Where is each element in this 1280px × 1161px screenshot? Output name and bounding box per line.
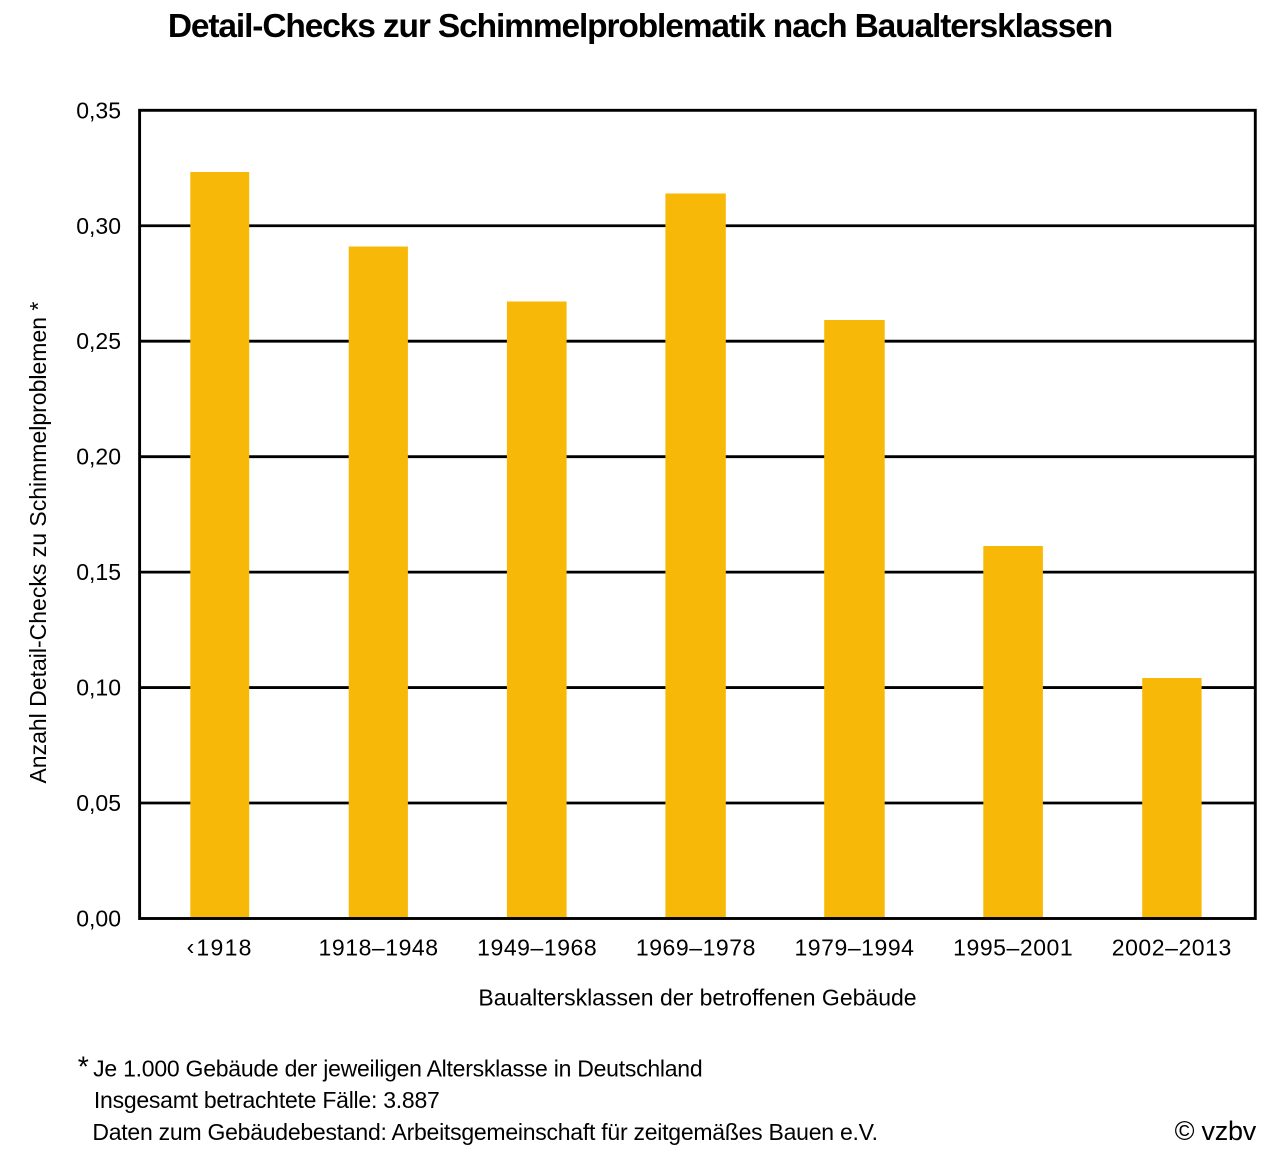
svg-text:1979–1994: 1979–1994 bbox=[794, 935, 914, 961]
svg-text:1918–1948: 1918–1948 bbox=[319, 935, 439, 961]
svg-text:Baualtersklassen der betroffen: Baualtersklassen der betroffenen Gebäude bbox=[478, 985, 916, 1011]
svg-text:Daten zum Gebäudebestand: Arbe: Daten zum Gebäudebestand: Arbeitsgemeins… bbox=[92, 1119, 877, 1145]
svg-text:‹1918: ‹1918 bbox=[187, 934, 253, 961]
svg-text:Anzahl Detail-Checks zu Schimm: Anzahl Detail-Checks zu Schimmelprobleme… bbox=[25, 302, 51, 784]
svg-text:0,30: 0,30 bbox=[76, 213, 121, 239]
svg-text:0,10: 0,10 bbox=[76, 675, 121, 701]
svg-text:Insgesamt betrachtete Fälle: 3: Insgesamt betrachtete Fälle: 3.887 bbox=[94, 1087, 440, 1113]
svg-text:0,20: 0,20 bbox=[76, 444, 121, 470]
svg-text:1949–1968: 1949–1968 bbox=[477, 935, 597, 961]
svg-text:© vzbv: © vzbv bbox=[1175, 1116, 1257, 1146]
svg-text:Detail-Checks zur Schimmelprob: Detail-Checks zur Schimmelproblematik na… bbox=[168, 8, 1112, 45]
svg-text:0,05: 0,05 bbox=[76, 790, 121, 816]
svg-text:* Je 1.000 Gebäude der jeweili: * Je 1.000 Gebäude der jeweiligen Alters… bbox=[78, 1051, 703, 1083]
svg-text:0,25: 0,25 bbox=[76, 328, 121, 354]
svg-text:0,35: 0,35 bbox=[76, 97, 121, 123]
svg-text:1995–2001: 1995–2001 bbox=[953, 935, 1073, 961]
svg-text:0,00: 0,00 bbox=[76, 906, 121, 932]
svg-text:0,15: 0,15 bbox=[76, 559, 121, 585]
svg-text:2002–2013: 2002–2013 bbox=[1112, 935, 1232, 961]
svg-text:1969–1978: 1969–1978 bbox=[636, 935, 756, 961]
